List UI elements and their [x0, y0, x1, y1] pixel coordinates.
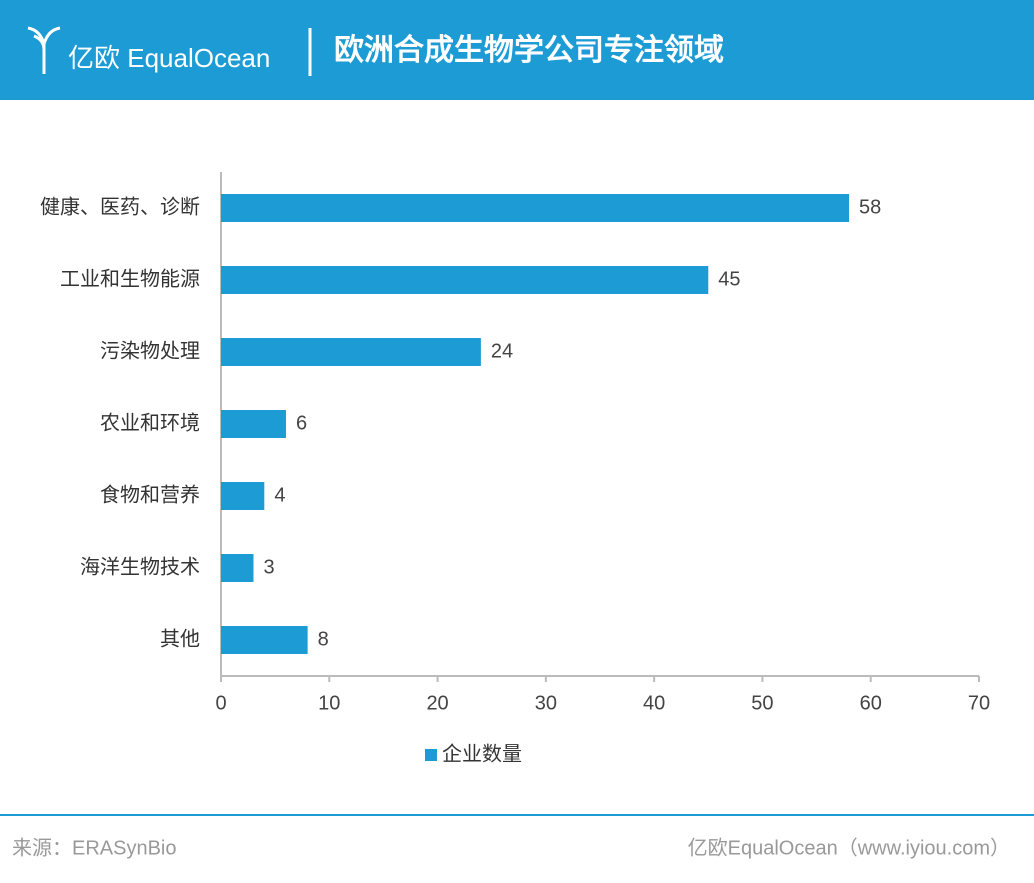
brand: 亿欧 EqualOcean [68, 43, 270, 73]
credit: 亿欧EqualOcean（www.iyiou.com） [688, 836, 1010, 859]
chart-title: 欧洲合成生物学公司专注领域 [334, 33, 724, 67]
y-tick-label: 健康、医药、诊断 [40, 195, 200, 218]
bar [221, 554, 254, 582]
x-tick-label: 60 [860, 692, 882, 714]
y-tick-label: 其他 [160, 627, 200, 650]
x-tick-label: 70 [968, 692, 990, 714]
bar [221, 626, 308, 654]
bar [221, 338, 481, 366]
value-label: 8 [318, 628, 329, 650]
legend-swatch [425, 749, 437, 761]
value-label: 6 [296, 412, 307, 434]
bar [221, 482, 265, 510]
x-tick-label: 10 [318, 692, 340, 714]
bar [221, 410, 286, 438]
source: 来源：ERASynBio [12, 836, 177, 859]
header-band [0, 0, 1034, 100]
y-tick-label: 食物和营养 [100, 483, 200, 506]
x-tick-label: 0 [215, 692, 226, 714]
value-label: 58 [859, 196, 881, 218]
x-tick-label: 40 [643, 692, 665, 714]
y-tick-label: 农业和环境 [100, 411, 200, 434]
value-label: 3 [263, 556, 274, 578]
y-tick-label: 海洋生物技术 [80, 555, 200, 578]
value-label: 45 [718, 268, 740, 290]
legend-label: 企业数量 [442, 742, 522, 765]
bar [221, 266, 709, 294]
value-label: 4 [274, 484, 285, 506]
x-tick-label: 50 [751, 692, 773, 714]
y-tick-label: 污染物处理 [100, 339, 200, 362]
x-tick-label: 20 [426, 692, 448, 714]
bar [221, 194, 850, 222]
logo [27, 26, 61, 74]
x-tick-label: 30 [535, 692, 557, 714]
y-tick-label: 工业和生物能源 [60, 267, 200, 290]
value-label: 24 [491, 340, 513, 362]
